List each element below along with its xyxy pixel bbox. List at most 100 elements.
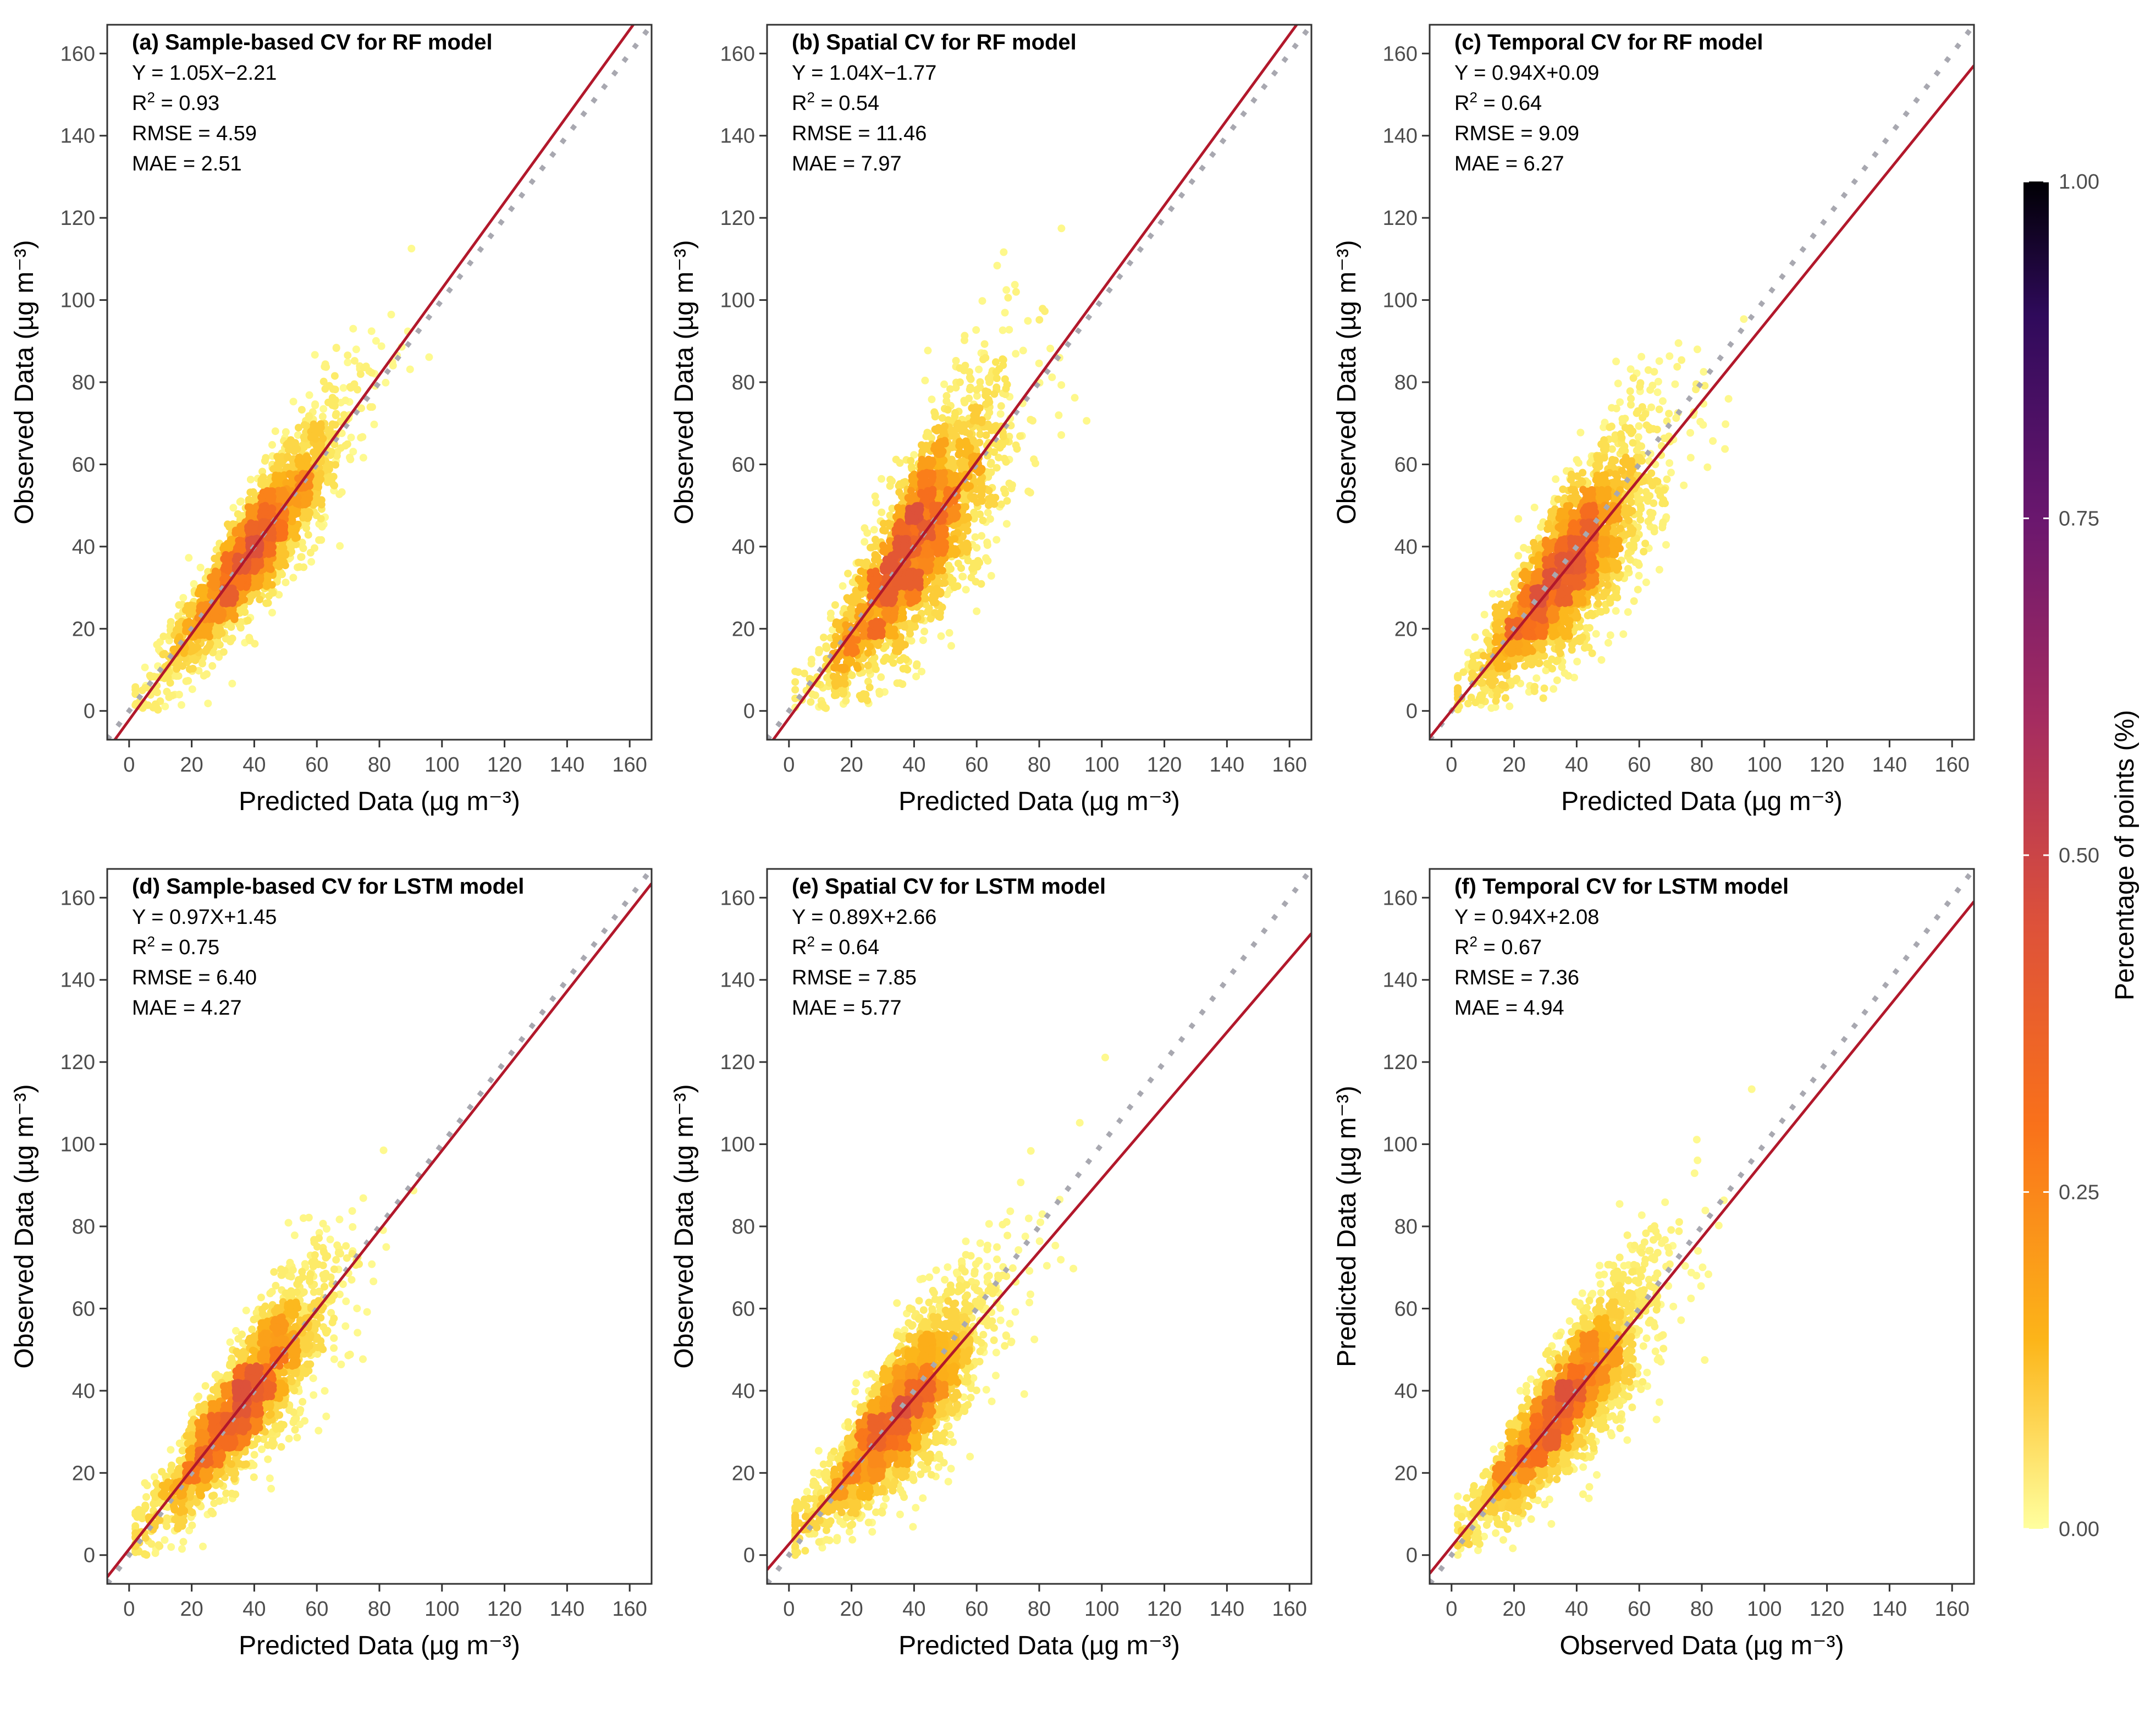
data-point bbox=[330, 372, 339, 380]
data-point bbox=[208, 662, 217, 670]
y-tick-label: 20 bbox=[732, 618, 755, 641]
data-point bbox=[967, 493, 975, 500]
data-point bbox=[1552, 475, 1560, 483]
data-point bbox=[960, 421, 968, 429]
data-point bbox=[1653, 426, 1661, 433]
data-point bbox=[976, 510, 984, 519]
data-point bbox=[198, 591, 207, 599]
data-point bbox=[987, 572, 995, 580]
data-point bbox=[1498, 681, 1506, 689]
data-point bbox=[973, 408, 981, 416]
data-point bbox=[820, 703, 829, 712]
data-point bbox=[870, 526, 878, 534]
data-point bbox=[1645, 423, 1653, 432]
data-point bbox=[925, 604, 933, 613]
y-axis-title: Observed Data (µg m⁻³) bbox=[670, 240, 699, 524]
data-point bbox=[319, 405, 328, 413]
data-point bbox=[161, 702, 169, 711]
data-point bbox=[791, 686, 799, 694]
data-point bbox=[930, 408, 939, 416]
data-point bbox=[919, 636, 927, 645]
data-point bbox=[325, 382, 333, 390]
data-point bbox=[1644, 366, 1652, 374]
x-tick-label: 40 bbox=[902, 753, 925, 777]
data-point bbox=[839, 690, 847, 698]
data-point bbox=[198, 659, 206, 668]
data-point bbox=[1612, 404, 1620, 412]
data-point bbox=[990, 390, 999, 398]
data-point bbox=[185, 554, 193, 562]
data-point bbox=[909, 479, 918, 487]
data-point bbox=[251, 640, 259, 648]
data-point bbox=[330, 481, 338, 489]
data-point bbox=[975, 438, 984, 447]
data-point bbox=[1525, 688, 1533, 696]
data-point bbox=[874, 623, 882, 631]
data-point bbox=[950, 583, 958, 591]
regression-equation: Y = 1.04X−1.77 bbox=[792, 62, 936, 85]
data-point bbox=[350, 380, 359, 388]
data-point bbox=[407, 245, 416, 252]
data-point bbox=[1630, 544, 1638, 552]
data-point bbox=[934, 545, 942, 553]
data-point bbox=[297, 553, 306, 561]
data-point bbox=[1722, 420, 1730, 428]
data-point bbox=[306, 489, 314, 498]
data-point bbox=[1576, 428, 1585, 437]
data-point bbox=[871, 536, 879, 544]
data-point bbox=[1666, 459, 1674, 467]
data-point bbox=[1007, 485, 1016, 493]
data-point bbox=[946, 385, 954, 393]
data-point bbox=[262, 599, 271, 607]
y-tick-label: 160 bbox=[720, 42, 755, 65]
data-point bbox=[947, 642, 955, 650]
x-axis-title: Predicted Data (µg m⁻³) bbox=[239, 787, 520, 816]
data-point bbox=[336, 542, 344, 550]
data-point bbox=[982, 554, 990, 562]
data-point bbox=[920, 591, 928, 599]
data-point bbox=[206, 580, 214, 588]
data-point bbox=[909, 514, 917, 522]
data-point bbox=[214, 616, 223, 625]
data-point bbox=[349, 448, 357, 456]
data-point bbox=[891, 552, 900, 560]
data-point bbox=[992, 358, 1000, 366]
data-point bbox=[328, 420, 337, 428]
data-point bbox=[185, 610, 194, 619]
data-point bbox=[966, 373, 974, 382]
data-point bbox=[1561, 669, 1569, 677]
data-point bbox=[897, 643, 905, 651]
data-point bbox=[941, 422, 949, 430]
data-point bbox=[1635, 571, 1643, 580]
data-point bbox=[807, 656, 815, 664]
data-point bbox=[1083, 417, 1091, 425]
data-point bbox=[1652, 477, 1660, 485]
x-tick-label: 100 bbox=[1084, 753, 1119, 777]
data-point bbox=[319, 377, 328, 386]
data-point bbox=[839, 582, 847, 590]
data-point bbox=[879, 526, 887, 535]
data-point bbox=[896, 576, 905, 585]
data-point bbox=[377, 342, 385, 350]
data-point bbox=[244, 523, 252, 531]
data-point bbox=[203, 645, 211, 653]
data-point bbox=[846, 656, 854, 664]
data-point bbox=[907, 456, 915, 465]
x-tick-label: 160 bbox=[1272, 753, 1306, 777]
data-point bbox=[249, 504, 257, 513]
data-point bbox=[258, 503, 267, 511]
data-point bbox=[256, 544, 264, 552]
data-point bbox=[1587, 609, 1595, 618]
data-point bbox=[1514, 515, 1523, 523]
data-point bbox=[956, 442, 964, 450]
data-point bbox=[1740, 315, 1748, 323]
data-point bbox=[861, 538, 869, 546]
data-point bbox=[268, 581, 276, 589]
data-point bbox=[346, 455, 355, 464]
data-point bbox=[807, 698, 815, 706]
data-point bbox=[241, 566, 249, 575]
data-point bbox=[973, 544, 981, 552]
data-point bbox=[174, 672, 183, 680]
scatter-panel: 0020204040606080801001001201201401401601… bbox=[670, 24, 1313, 816]
y-tick-label: 60 bbox=[72, 453, 95, 476]
